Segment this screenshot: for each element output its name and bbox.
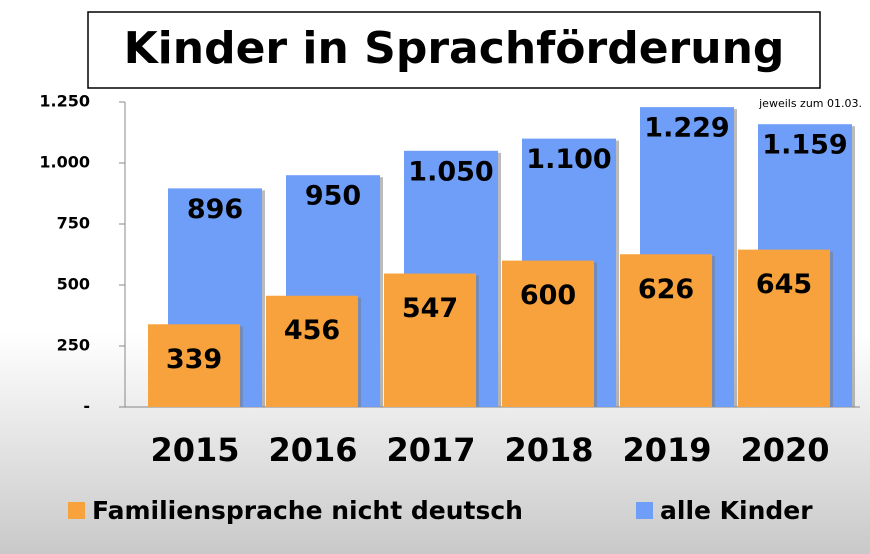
- bar: [738, 249, 830, 407]
- y-tick-label: 1.250: [39, 92, 90, 111]
- y-tick-label: 750: [57, 214, 90, 233]
- x-tick-label: 2020: [740, 431, 829, 469]
- bar: [148, 324, 240, 407]
- annotation: jeweils zum 01.03.: [758, 97, 862, 110]
- legend-label: alle Kinder: [660, 496, 813, 525]
- bar-shadow: [240, 326, 243, 407]
- bar-shadow: [498, 152, 501, 407]
- y-tick-label: 250: [57, 336, 90, 355]
- data-label: 645: [756, 269, 812, 300]
- bar: [620, 254, 712, 407]
- data-label: 1.050: [408, 156, 493, 187]
- bar-shadow: [358, 297, 361, 407]
- data-label: 896: [187, 194, 243, 225]
- data-label: 1.159: [762, 130, 847, 161]
- bar: [502, 260, 594, 407]
- bar-shadow: [852, 126, 855, 407]
- bar-shadow: [830, 251, 833, 407]
- x-tick-label: 2019: [622, 431, 711, 469]
- bar-shadow: [734, 109, 737, 408]
- bar-shadow: [616, 140, 619, 407]
- x-tick-label: 2017: [386, 431, 475, 469]
- title-box: [87, 11, 821, 89]
- legend-swatch: [68, 502, 85, 519]
- data-label: 1.229: [644, 113, 729, 144]
- x-tick-label: 2016: [268, 431, 357, 469]
- bar: [266, 295, 358, 407]
- data-label: 1.100: [526, 144, 611, 175]
- data-label: 950: [305, 181, 361, 212]
- data-label: 600: [520, 280, 576, 311]
- bar-shadow: [594, 262, 597, 407]
- bar: [384, 273, 476, 407]
- y-tick-label: 500: [57, 275, 90, 294]
- bar-shadow: [476, 275, 479, 407]
- chart-title: Kinder in Sprachförderung: [124, 23, 785, 74]
- x-tick-label: 2018: [504, 431, 593, 469]
- legend-label: Familiensprache nicht deutsch: [92, 496, 523, 525]
- data-label: 339: [166, 344, 222, 375]
- bar-shadow: [380, 177, 383, 407]
- y-tick-label: 1.000: [39, 153, 90, 172]
- data-label: 547: [402, 293, 458, 324]
- legend-swatch: [636, 502, 653, 519]
- bar-shadow: [712, 256, 715, 407]
- data-label: 456: [284, 315, 340, 346]
- y-tick-label: -: [83, 397, 90, 416]
- x-tick-label: 2015: [150, 431, 239, 469]
- data-label: 626: [638, 274, 694, 305]
- bar-shadow: [262, 190, 265, 407]
